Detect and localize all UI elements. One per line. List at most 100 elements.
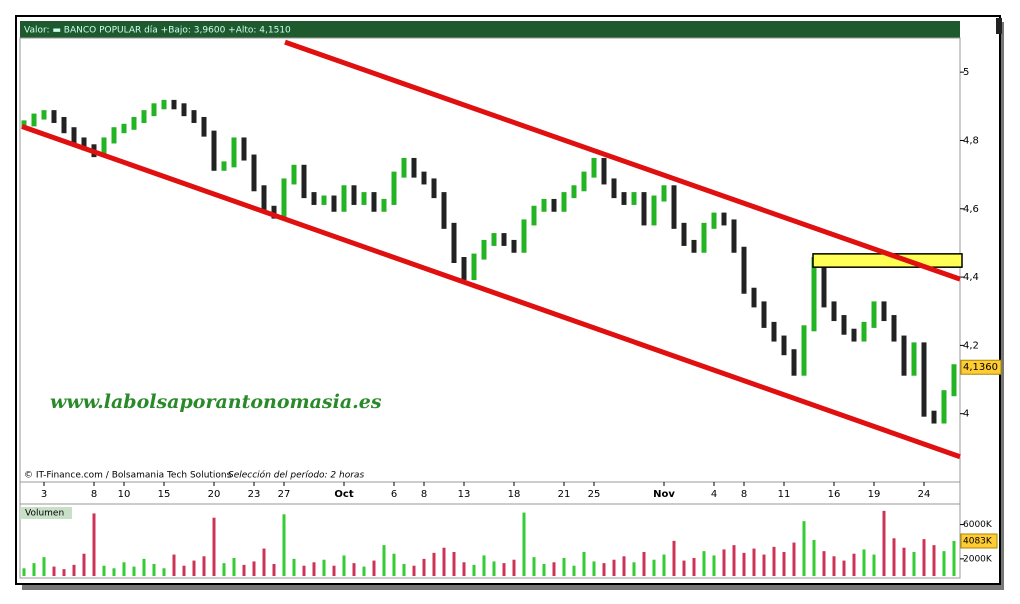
volume-bar <box>172 554 176 576</box>
candle <box>821 257 827 308</box>
volume-bar <box>522 512 526 576</box>
volume-bar <box>332 565 336 576</box>
candle <box>731 219 737 253</box>
period: Selección del período: 2 horas <box>228 470 364 481</box>
volume-bar <box>302 565 306 576</box>
candle <box>401 157 407 178</box>
candle <box>241 137 247 161</box>
candle <box>151 103 157 117</box>
volume-bar <box>822 551 826 576</box>
volume-bar <box>892 538 896 576</box>
volume-bar <box>342 555 346 576</box>
volume-bar <box>782 552 786 576</box>
candle <box>941 390 947 424</box>
candle <box>511 239 517 253</box>
volume-bar <box>72 564 76 576</box>
volume-bar <box>482 555 486 576</box>
candle <box>121 123 127 134</box>
volume-bar <box>322 559 326 576</box>
volume-bar <box>832 556 836 576</box>
volume-bar <box>112 568 116 576</box>
last-price-label: 4,1360 <box>963 362 998 373</box>
volume-bar <box>122 562 126 576</box>
candle <box>911 342 917 376</box>
candle <box>611 178 617 199</box>
volume-last-label: 4083K <box>963 537 993 547</box>
volume-bar <box>702 551 706 576</box>
candle <box>251 154 257 192</box>
candle <box>581 171 587 192</box>
candle <box>301 164 307 199</box>
volume-bar <box>152 564 156 576</box>
x-tick-label: Oct <box>334 489 353 500</box>
volume-bar <box>352 563 356 576</box>
candle <box>451 222 457 263</box>
x-tick-label: 20 <box>208 489 221 500</box>
candle <box>631 192 637 205</box>
candle <box>531 205 537 226</box>
volume-bar <box>452 552 456 576</box>
candle <box>561 192 567 212</box>
x-tick-label: 24 <box>918 489 931 500</box>
volume-bar <box>872 554 876 576</box>
candle <box>891 315 897 342</box>
candle <box>181 103 187 117</box>
volume-bar <box>622 556 626 576</box>
x-tick-label: 19 <box>868 489 881 500</box>
volume-bar <box>242 564 246 576</box>
candle <box>831 301 837 322</box>
volume-bar <box>562 558 566 576</box>
volume-bar <box>902 547 906 576</box>
candle <box>761 301 767 328</box>
candle <box>641 192 647 226</box>
x-tick-label: 27 <box>278 489 291 500</box>
candle <box>341 185 347 212</box>
volume-bar <box>502 563 506 576</box>
volume-bar <box>142 558 146 576</box>
candle <box>901 335 907 376</box>
volume-bar <box>682 560 686 576</box>
candle <box>681 222 687 246</box>
candle <box>751 287 757 308</box>
candle <box>361 192 367 205</box>
volume-bar <box>32 563 36 576</box>
candle <box>711 212 717 229</box>
volume-bar <box>552 562 556 576</box>
x-tick-label: 8 <box>91 489 97 500</box>
candle <box>281 178 287 219</box>
volume-bar <box>222 563 226 576</box>
x-tick-label: 6 <box>391 489 397 500</box>
header-bar <box>20 21 960 38</box>
candle <box>861 321 867 342</box>
x-tick-label: 10 <box>118 489 131 500</box>
candle <box>231 137 237 168</box>
candle <box>811 257 817 332</box>
candle <box>651 195 657 226</box>
candle <box>221 161 227 171</box>
volume-bar <box>652 559 656 576</box>
volume-bar <box>262 548 266 576</box>
candle <box>481 239 487 260</box>
volume-bar <box>712 555 716 576</box>
candle <box>771 321 777 342</box>
candle <box>201 116 207 137</box>
x-tick-label: 18 <box>508 489 521 500</box>
volume-bar <box>762 554 766 576</box>
candle <box>71 127 77 144</box>
icon <box>996 18 1002 34</box>
volume-bar <box>952 541 956 576</box>
volume-bar <box>312 562 316 576</box>
volume-bar <box>882 510 886 576</box>
volume-bar <box>922 539 926 576</box>
x-tick-label: 23 <box>248 489 261 500</box>
candle <box>591 157 597 178</box>
x-tick-label: Nov <box>653 489 675 500</box>
x-tick-label: 13 <box>458 489 471 500</box>
volume-bar <box>812 540 816 576</box>
volume-bar <box>442 547 446 576</box>
volume-bar <box>732 545 736 576</box>
volume-bar <box>912 552 916 576</box>
volume-bar <box>202 556 206 576</box>
volume-bar <box>602 563 606 576</box>
x-tick-label: 4 <box>711 489 717 500</box>
